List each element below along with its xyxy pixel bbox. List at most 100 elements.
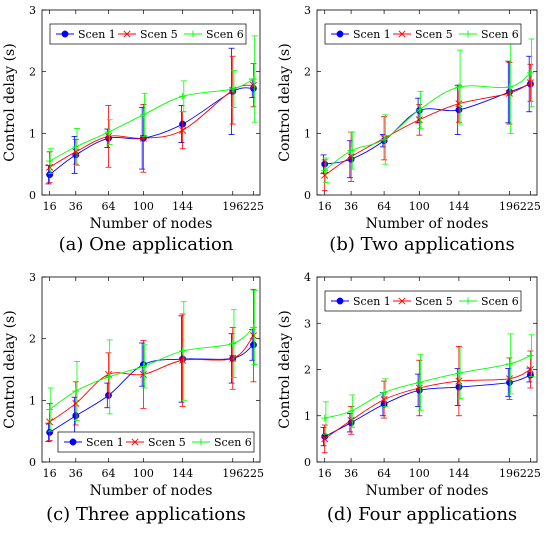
subfigure-caption: (a) One application: [59, 234, 234, 255]
x-axis-label: Number of nodes: [366, 483, 489, 499]
x-tick-label: 64: [101, 467, 115, 480]
data-point: [72, 143, 80, 151]
x-tick-label: 144: [448, 467, 469, 480]
x-tick-label: 100: [133, 467, 154, 480]
series-scen-5: [321, 345, 534, 454]
legend-item: Scen 6: [184, 28, 244, 41]
legend-label: Scen 1: [353, 295, 391, 308]
y-axis-label: Control delay (s): [277, 43, 293, 161]
marker-stroke: [139, 370, 147, 378]
legend-item: Scen 5: [118, 28, 178, 41]
series-line: [49, 84, 254, 168]
data-point: [46, 406, 54, 414]
legend-label: Scen 6: [481, 28, 519, 41]
marker-stroke: [123, 30, 131, 38]
marker-stroke: [505, 89, 514, 97]
data-point: [398, 30, 406, 38]
data-point: [347, 416, 355, 424]
marker-stroke: [415, 116, 423, 124]
data-point: [336, 297, 344, 305]
y-tick-label: 0: [29, 189, 36, 202]
legend-label: Scen 6: [481, 295, 519, 308]
subfigure-caption: (b) Two applications: [329, 234, 514, 255]
marker-stroke: [249, 332, 257, 340]
marker-stroke: [249, 81, 257, 89]
series-scen-5: [46, 55, 257, 184]
marker-stroke: [526, 365, 534, 374]
series-line: [324, 72, 531, 171]
data-point: [179, 356, 187, 364]
y-tick-label: 1: [29, 394, 36, 407]
y-axis-label: Control delay (s): [2, 43, 18, 161]
series-scen-6: [321, 38, 535, 184]
data-point: [380, 389, 388, 397]
data-point: [464, 297, 472, 305]
y-tick-label: 0: [29, 456, 36, 469]
y-tick-label: 1: [304, 410, 311, 423]
data-point: [505, 89, 514, 97]
x-tick-label: 16: [43, 467, 57, 480]
data-point: [72, 399, 80, 407]
legend-label: Scen 6: [214, 436, 252, 449]
marker-stroke: [229, 354, 237, 362]
marker-stroke: [46, 418, 54, 426]
x-tick-label: 225: [520, 467, 541, 480]
x-axis-label: Number of nodes: [90, 483, 213, 499]
x-tick-label: 144: [448, 200, 469, 213]
marker-stroke: [72, 148, 80, 156]
data-point: [104, 373, 113, 381]
legend-item: Scen 1: [331, 295, 391, 308]
subfigure-caption: (d) Four applications: [327, 504, 517, 525]
y-tick-label: 3: [304, 4, 311, 17]
y-axis-label: Control delay (s): [2, 310, 18, 428]
data-point: [46, 163, 54, 171]
legend-box: [49, 23, 247, 45]
x-tick-label: 16: [318, 467, 332, 480]
data-point: [415, 378, 423, 386]
data-point: [229, 85, 237, 93]
x-tick-label: 225: [243, 200, 264, 213]
x-tick-label: 196: [222, 200, 243, 213]
data-point: [415, 384, 423, 392]
data-point: [347, 407, 355, 415]
series-line: [324, 374, 531, 437]
data-point: [321, 171, 329, 179]
marker-stroke: [179, 356, 187, 364]
data-point: [505, 83, 514, 91]
marker-stroke: [321, 435, 329, 443]
legend-label: Scen 1: [86, 436, 124, 449]
legend-box: [57, 431, 255, 453]
legend-label: Scen 6: [206, 28, 244, 41]
data-point: [72, 148, 80, 156]
marker-stroke: [415, 384, 423, 392]
marker-stroke: [505, 375, 514, 383]
legend: Scen 1 Scen 5 Scen 6: [49, 23, 247, 45]
data-point: [455, 83, 463, 91]
marker-stroke: [398, 297, 406, 305]
x-tick-label: 64: [377, 467, 391, 480]
x-tick-label: 196: [499, 467, 520, 480]
x-tick-label: 16: [43, 200, 57, 213]
legend-item: Scen 1: [56, 28, 116, 41]
legend-item: Scen 5: [126, 436, 186, 449]
data-point: [139, 370, 147, 378]
data-point: [139, 362, 147, 370]
y-tick-label: 1: [29, 127, 36, 140]
x-tick-label: 64: [377, 200, 391, 213]
chart-panel-2: 0 1 2 3 16 36 64 100 144 196 225 Number of nodes Con…: [277, 4, 541, 255]
series-line: [324, 82, 531, 176]
legend-item: Scen 6: [459, 28, 519, 41]
data-point: [415, 116, 423, 124]
x-tick-label: 16: [318, 200, 332, 213]
marker-stroke: [455, 100, 463, 108]
marker-stroke: [455, 377, 463, 385]
data-point: [347, 147, 355, 155]
marker-stroke: [104, 132, 113, 140]
data-point: [505, 375, 514, 383]
data-point: [249, 75, 257, 83]
marker-stroke: [380, 396, 388, 404]
y-tick-label: 1: [304, 127, 311, 140]
marker-stroke: [347, 153, 355, 161]
y-tick-label: 3: [304, 317, 311, 330]
